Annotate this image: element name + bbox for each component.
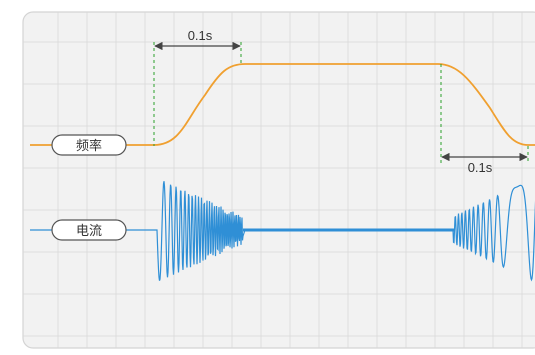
frequency-label: 频率 xyxy=(76,138,102,154)
frequency-label-pill: 频率 xyxy=(52,135,126,155)
rise-time-label: 0.1s xyxy=(188,28,213,43)
current-label: 电流 xyxy=(76,224,102,239)
current-label-pill: 电流 xyxy=(52,220,126,240)
fall-time-label: 0.1s xyxy=(468,160,493,175)
panel-background xyxy=(23,12,535,348)
